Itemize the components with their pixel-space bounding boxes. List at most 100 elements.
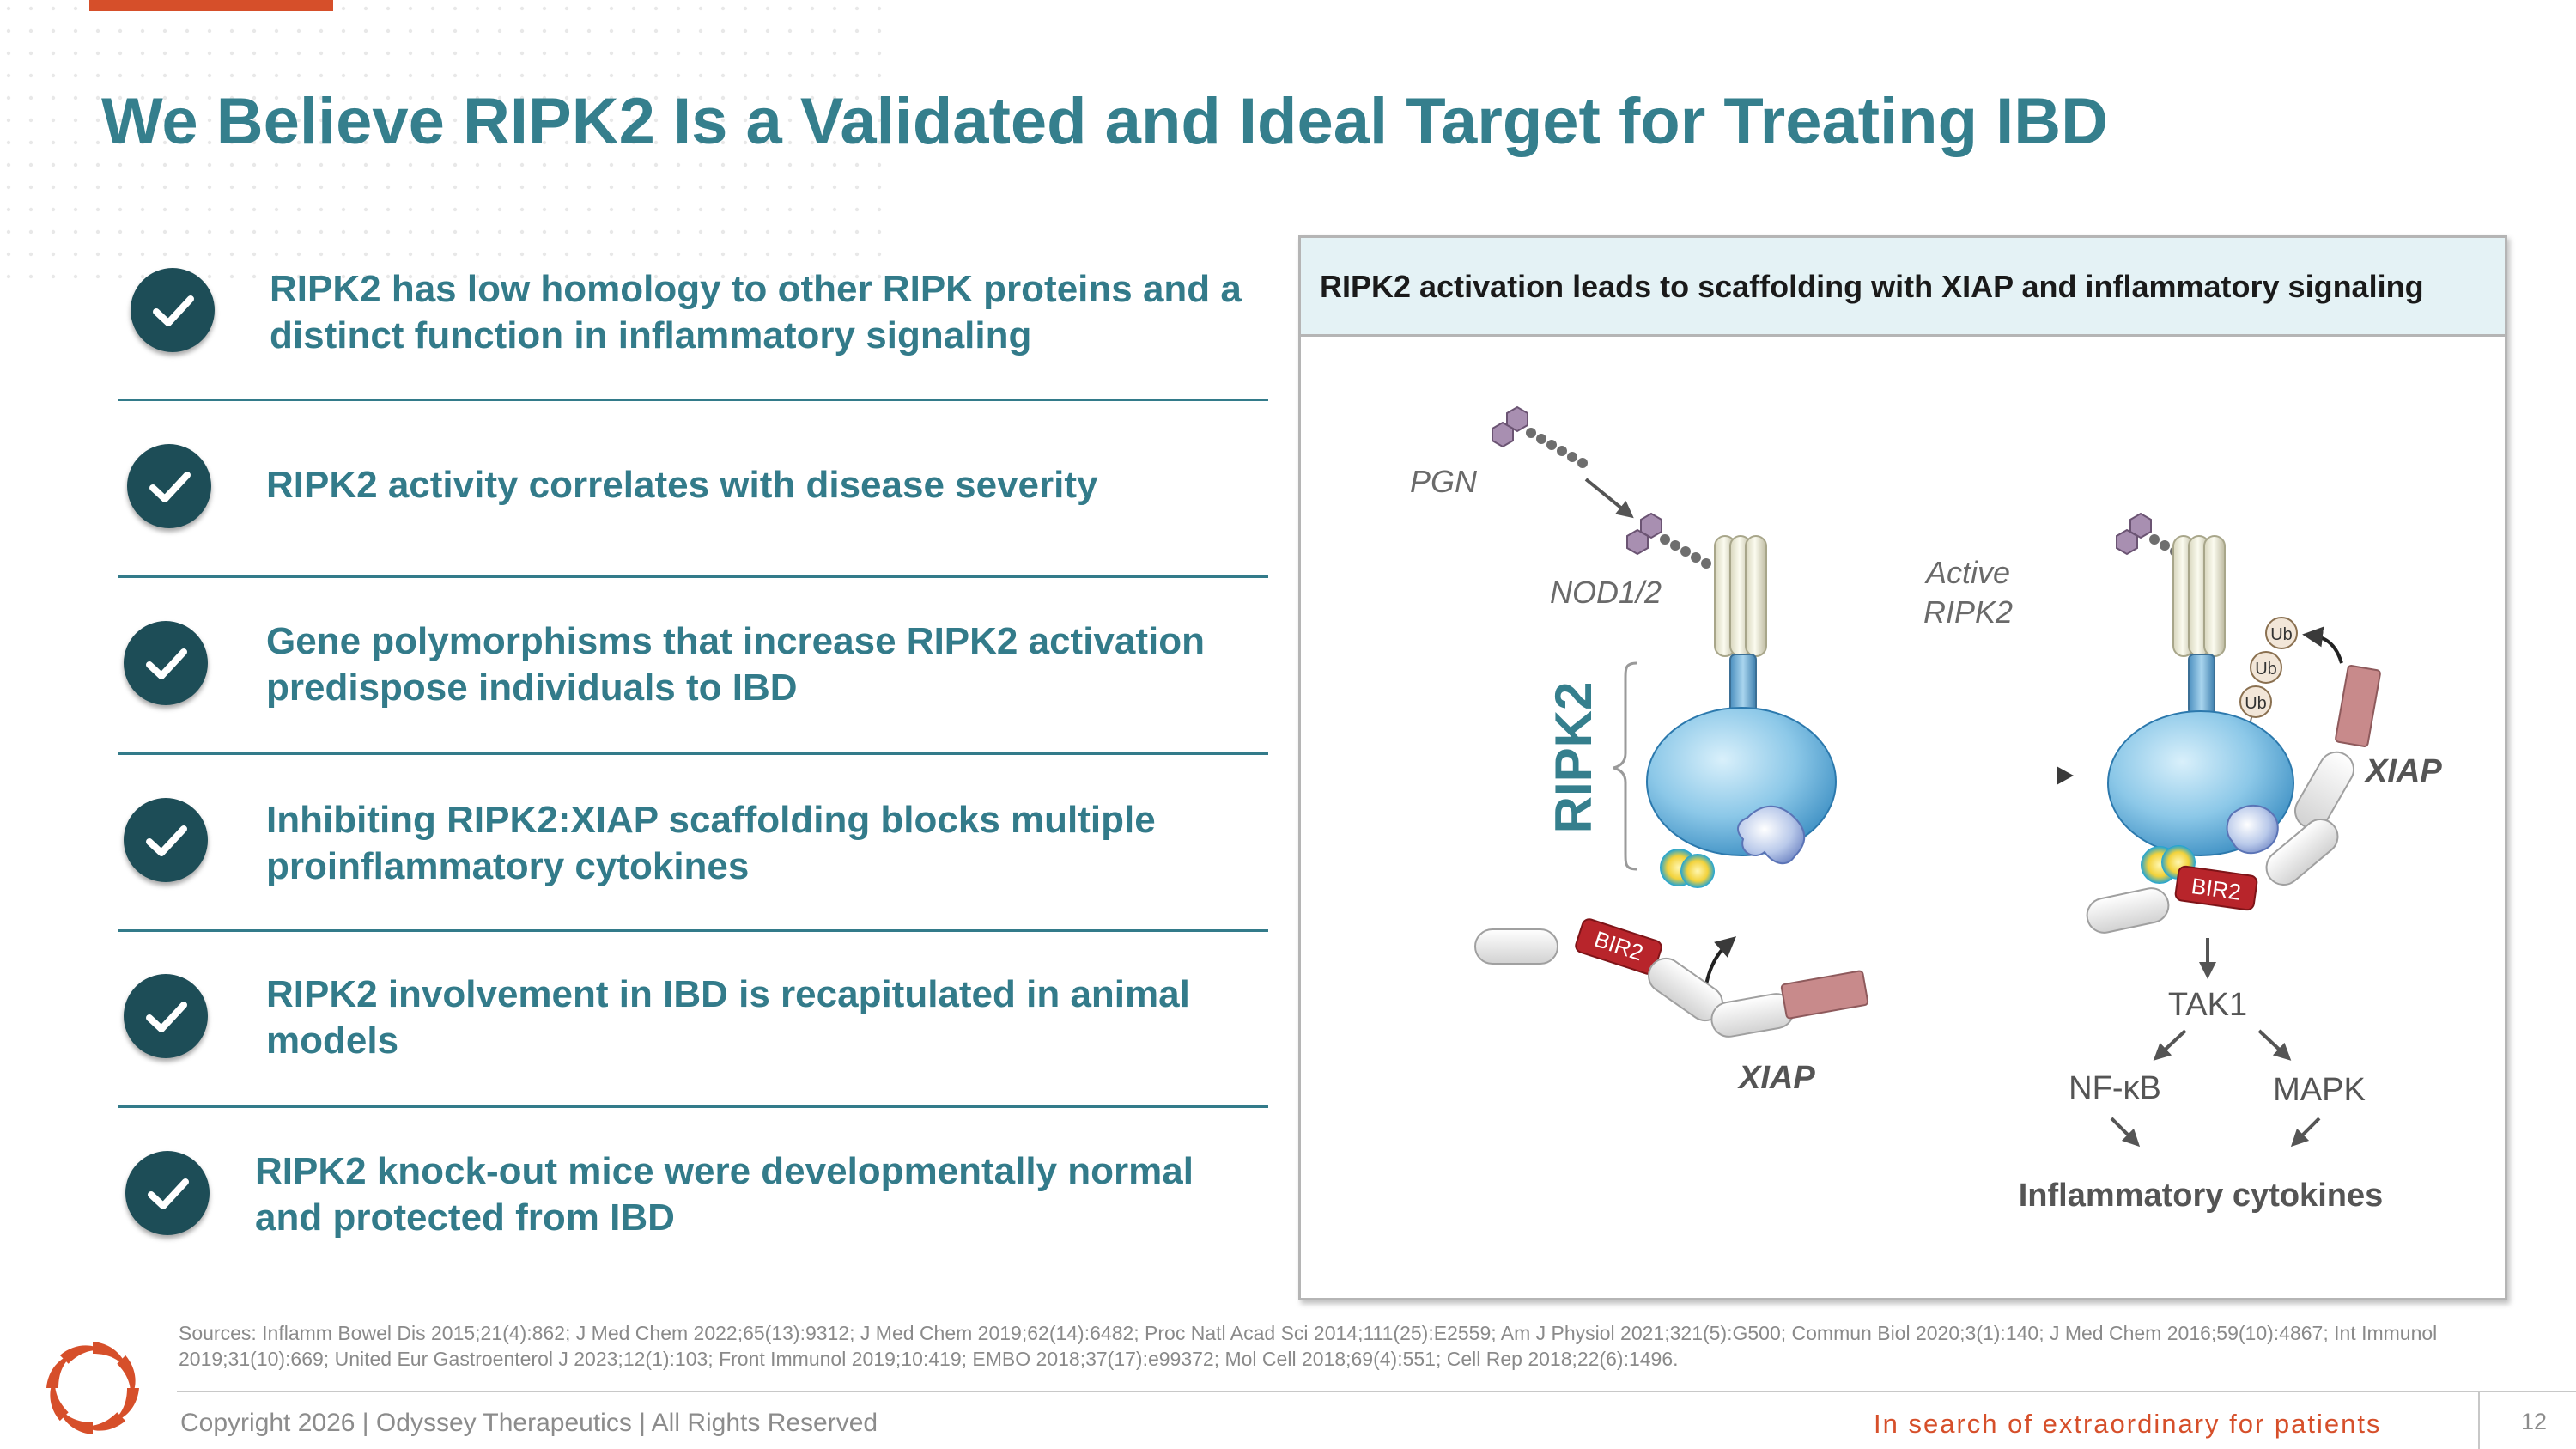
pattern-dot [631,252,636,257]
active-line-1: Active [1924,555,2010,590]
pattern-dot [28,118,33,123]
pattern-dot [28,6,33,11]
pattern-dot [252,252,257,257]
pattern-dot [95,162,100,167]
pattern-dot [854,140,860,145]
pattern-dot [73,252,78,257]
pattern-dot [653,118,659,123]
pattern-dot [274,140,279,145]
pattern-dot [854,229,860,234]
pattern-dot [787,28,793,33]
bullet-text: RIPK2 activity correlates with disease s… [266,464,1098,506]
pattern-dot [207,162,212,167]
pattern-dot [363,73,368,78]
pattern-dot [653,28,659,33]
pattern-dot [720,6,726,11]
pattern-dot [274,95,279,100]
pattern-dot [140,118,145,123]
pattern-dot [6,28,11,33]
pattern-dot [408,28,413,33]
pattern-dot [787,6,793,11]
pattern-dot [408,95,413,100]
pattern-dot [609,28,614,33]
pattern-dot [542,73,547,78]
pattern-dot [497,95,502,100]
pattern-dot [363,252,368,257]
pattern-dot [408,229,413,234]
pattern-dot [519,51,525,56]
pattern-dot [140,140,145,145]
pattern-dot [743,51,748,56]
pattern-dot [542,229,547,234]
pattern-dot [676,185,681,190]
pattern-dot [341,73,346,78]
pattern-dot [363,51,368,56]
pattern-dot [363,140,368,145]
pattern-dot [28,229,33,234]
pattern-dot [341,185,346,190]
pattern-dot [497,229,502,234]
accent-bar [89,0,333,11]
pattern-dot [676,73,681,78]
pattern-dot [207,51,212,56]
pattern-dot [564,6,569,11]
pattern-dot [207,140,212,145]
pattern-dot [810,73,815,78]
pattern-dot [542,162,547,167]
pattern-dot [229,73,234,78]
pattern-dot [810,274,815,279]
pattern-dot [95,274,100,279]
pattern-dot [185,207,190,212]
pattern-dot [720,252,726,257]
pattern-dot [6,274,11,279]
checkmark-icon [124,798,208,882]
pattern-dot [252,274,257,279]
pattern-dot [475,28,480,33]
pattern-dot [743,28,748,33]
pattern-dot [162,51,167,56]
pattern-dot [386,140,391,145]
pattern-dot [28,51,33,56]
pattern-dot [609,140,614,145]
page-title: We Believe RIPK2 Is a Validated and Idea… [101,85,2108,158]
pattern-dot [631,162,636,167]
footer-divider [177,1391,2576,1392]
pattern-dot [854,207,860,212]
pgn-molecule [1626,512,1711,569]
pattern-dot [497,162,502,167]
pattern-dot [631,73,636,78]
pattern-dot [28,252,33,257]
pattern-dot [185,229,190,234]
pattern-dot [386,51,391,56]
pattern-dot [854,95,860,100]
pattern-dot [743,6,748,11]
pattern-dot [229,51,234,56]
pattern-dot [609,73,614,78]
pattern-dot [252,118,257,123]
pattern-dot [6,51,11,56]
pattern-dot [430,6,435,11]
pattern-dot [296,28,301,33]
pattern-dot [854,118,860,123]
pattern-dot [252,229,257,234]
pattern-dot [162,185,167,190]
divider [118,929,1268,932]
divider [118,575,1268,578]
mapk-label: MAPK [2273,1072,2366,1108]
pattern-dot [252,185,257,190]
pattern-dot [408,73,413,78]
pattern-dot [185,185,190,190]
pattern-dot [118,207,123,212]
bullet-text: Gene polymorphisms that increase RIPK2 a… [266,620,1205,709]
pattern-dot [631,185,636,190]
pattern-dot [832,51,837,56]
pattern-dot [743,185,748,190]
ub-label: Ub [2245,694,2267,713]
pattern-dot [810,207,815,212]
pattern-dot [542,118,547,123]
pattern-dot [274,207,279,212]
pattern-dot [698,252,703,257]
pattern-dot [6,229,11,234]
pattern-dot [475,185,480,190]
pattern-dot [631,229,636,234]
